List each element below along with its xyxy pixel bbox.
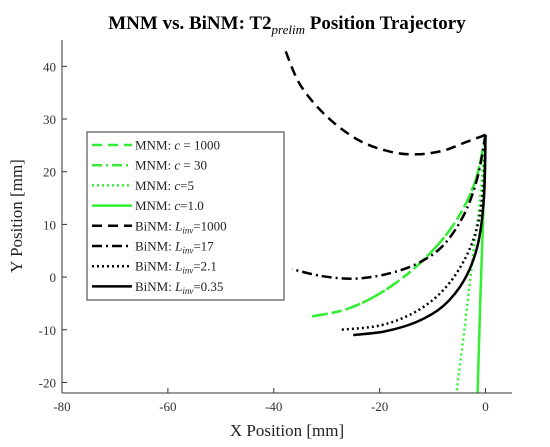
y-tick-label: 30 [43,112,56,127]
series-layer [283,47,487,393]
series-line-6 [292,134,487,280]
series-line-5 [283,47,486,156]
series-line-7 [339,134,487,332]
chart-title: MNM vs. BiNM: T2prelim Position Trajecto… [108,13,466,37]
legend-label-1: MNM: c = 1000 [135,138,220,153]
legend-label-6: BiNM: Linv=17 [135,239,214,256]
axes-layer [61,40,512,394]
chart-title-rest: Position Trajectory [305,13,466,34]
ticks-layer: -80 -60 -40 -20 0 -20 -10 0 10 20 30 40 [39,59,489,414]
legend: MNM: c = 1000 MNM: c = 30 MNM: c=5 MNM: c=1… [86,131,285,301]
series-line-3 [455,134,487,393]
legend-label-7: BiNM: Linv=2.1 [135,259,217,276]
x-tick-label: -80 [53,399,70,414]
chart-title-subscript: prelim [271,22,305,37]
legend-box [86,131,285,301]
legend-label-8: BiNM: Linv=0.35 [135,279,223,296]
y-tick-label: 40 [43,59,56,74]
x-tick-label: 0 [482,399,489,414]
y-tick-label: -10 [39,323,56,338]
x-tick-label: -60 [159,399,176,414]
series-line-8 [353,134,487,337]
y-tick-label: 10 [43,217,56,232]
x-tick-label: -20 [371,399,388,414]
x-axis-label: X Position [mm] [230,421,344,440]
x-tick-label: -40 [265,399,282,414]
legend-label-4: MNM: c=1.0 [135,198,204,213]
y-tick-label: 0 [50,270,57,285]
legend-label-3: MNM: c=5 [135,178,194,193]
chart-title-main: MNM vs. BiNM: T2 [108,13,271,34]
y-axis-label: Y Position [mm] [7,159,26,273]
y-tick-label: 20 [43,165,56,180]
y-tick-label: -20 [39,375,56,390]
legend-label-5: BiNM: Linv=1000 [135,218,227,235]
legend-label-2: MNM: c = 30 [135,158,207,173]
